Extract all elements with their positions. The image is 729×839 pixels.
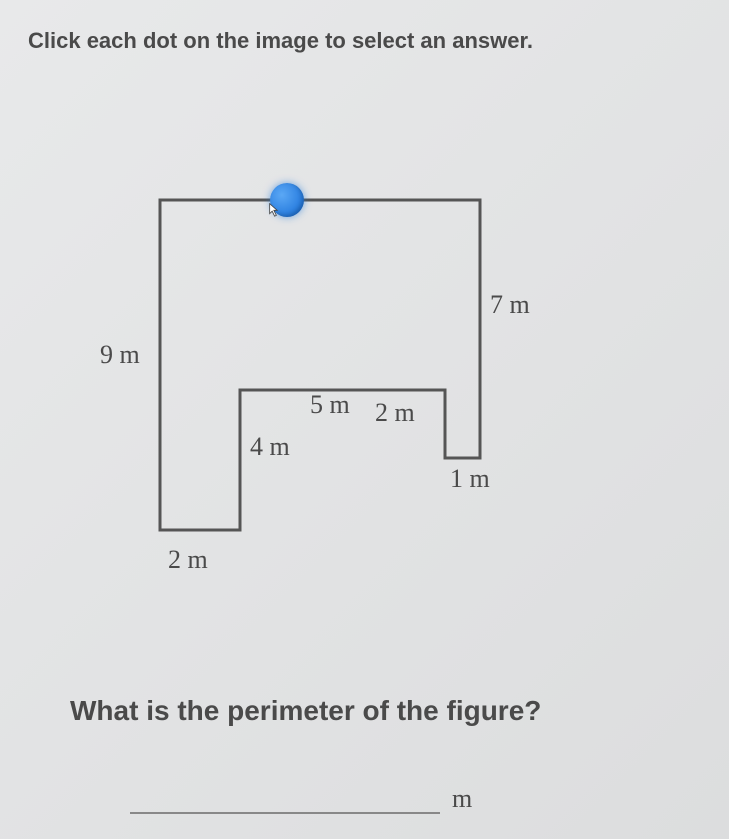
figure-path (160, 200, 480, 530)
label-inner-top-5m: 5 m (310, 390, 350, 420)
answer-area: m (130, 780, 310, 814)
answer-unit: m (452, 784, 472, 814)
label-right-7m: 7 m (490, 290, 530, 320)
label-left-9m: 9 m (100, 340, 140, 370)
label-inner-left-4m: 4 m (250, 432, 290, 462)
label-inner-right-2m: 2 m (375, 398, 415, 428)
label-inner-br-1m: 1 m (450, 464, 490, 494)
label-bottom-2m: 2 m (168, 545, 208, 575)
answer-dot[interactable] (270, 183, 304, 217)
question-text: What is the perimeter of the figure? (70, 695, 541, 727)
answer-input[interactable] (130, 780, 440, 814)
geometry-figure[interactable]: 9 m 7 m 2 m 4 m 5 m 2 m 1 m (100, 150, 600, 630)
instruction-text: Click each dot on the image to select an… (28, 28, 533, 54)
